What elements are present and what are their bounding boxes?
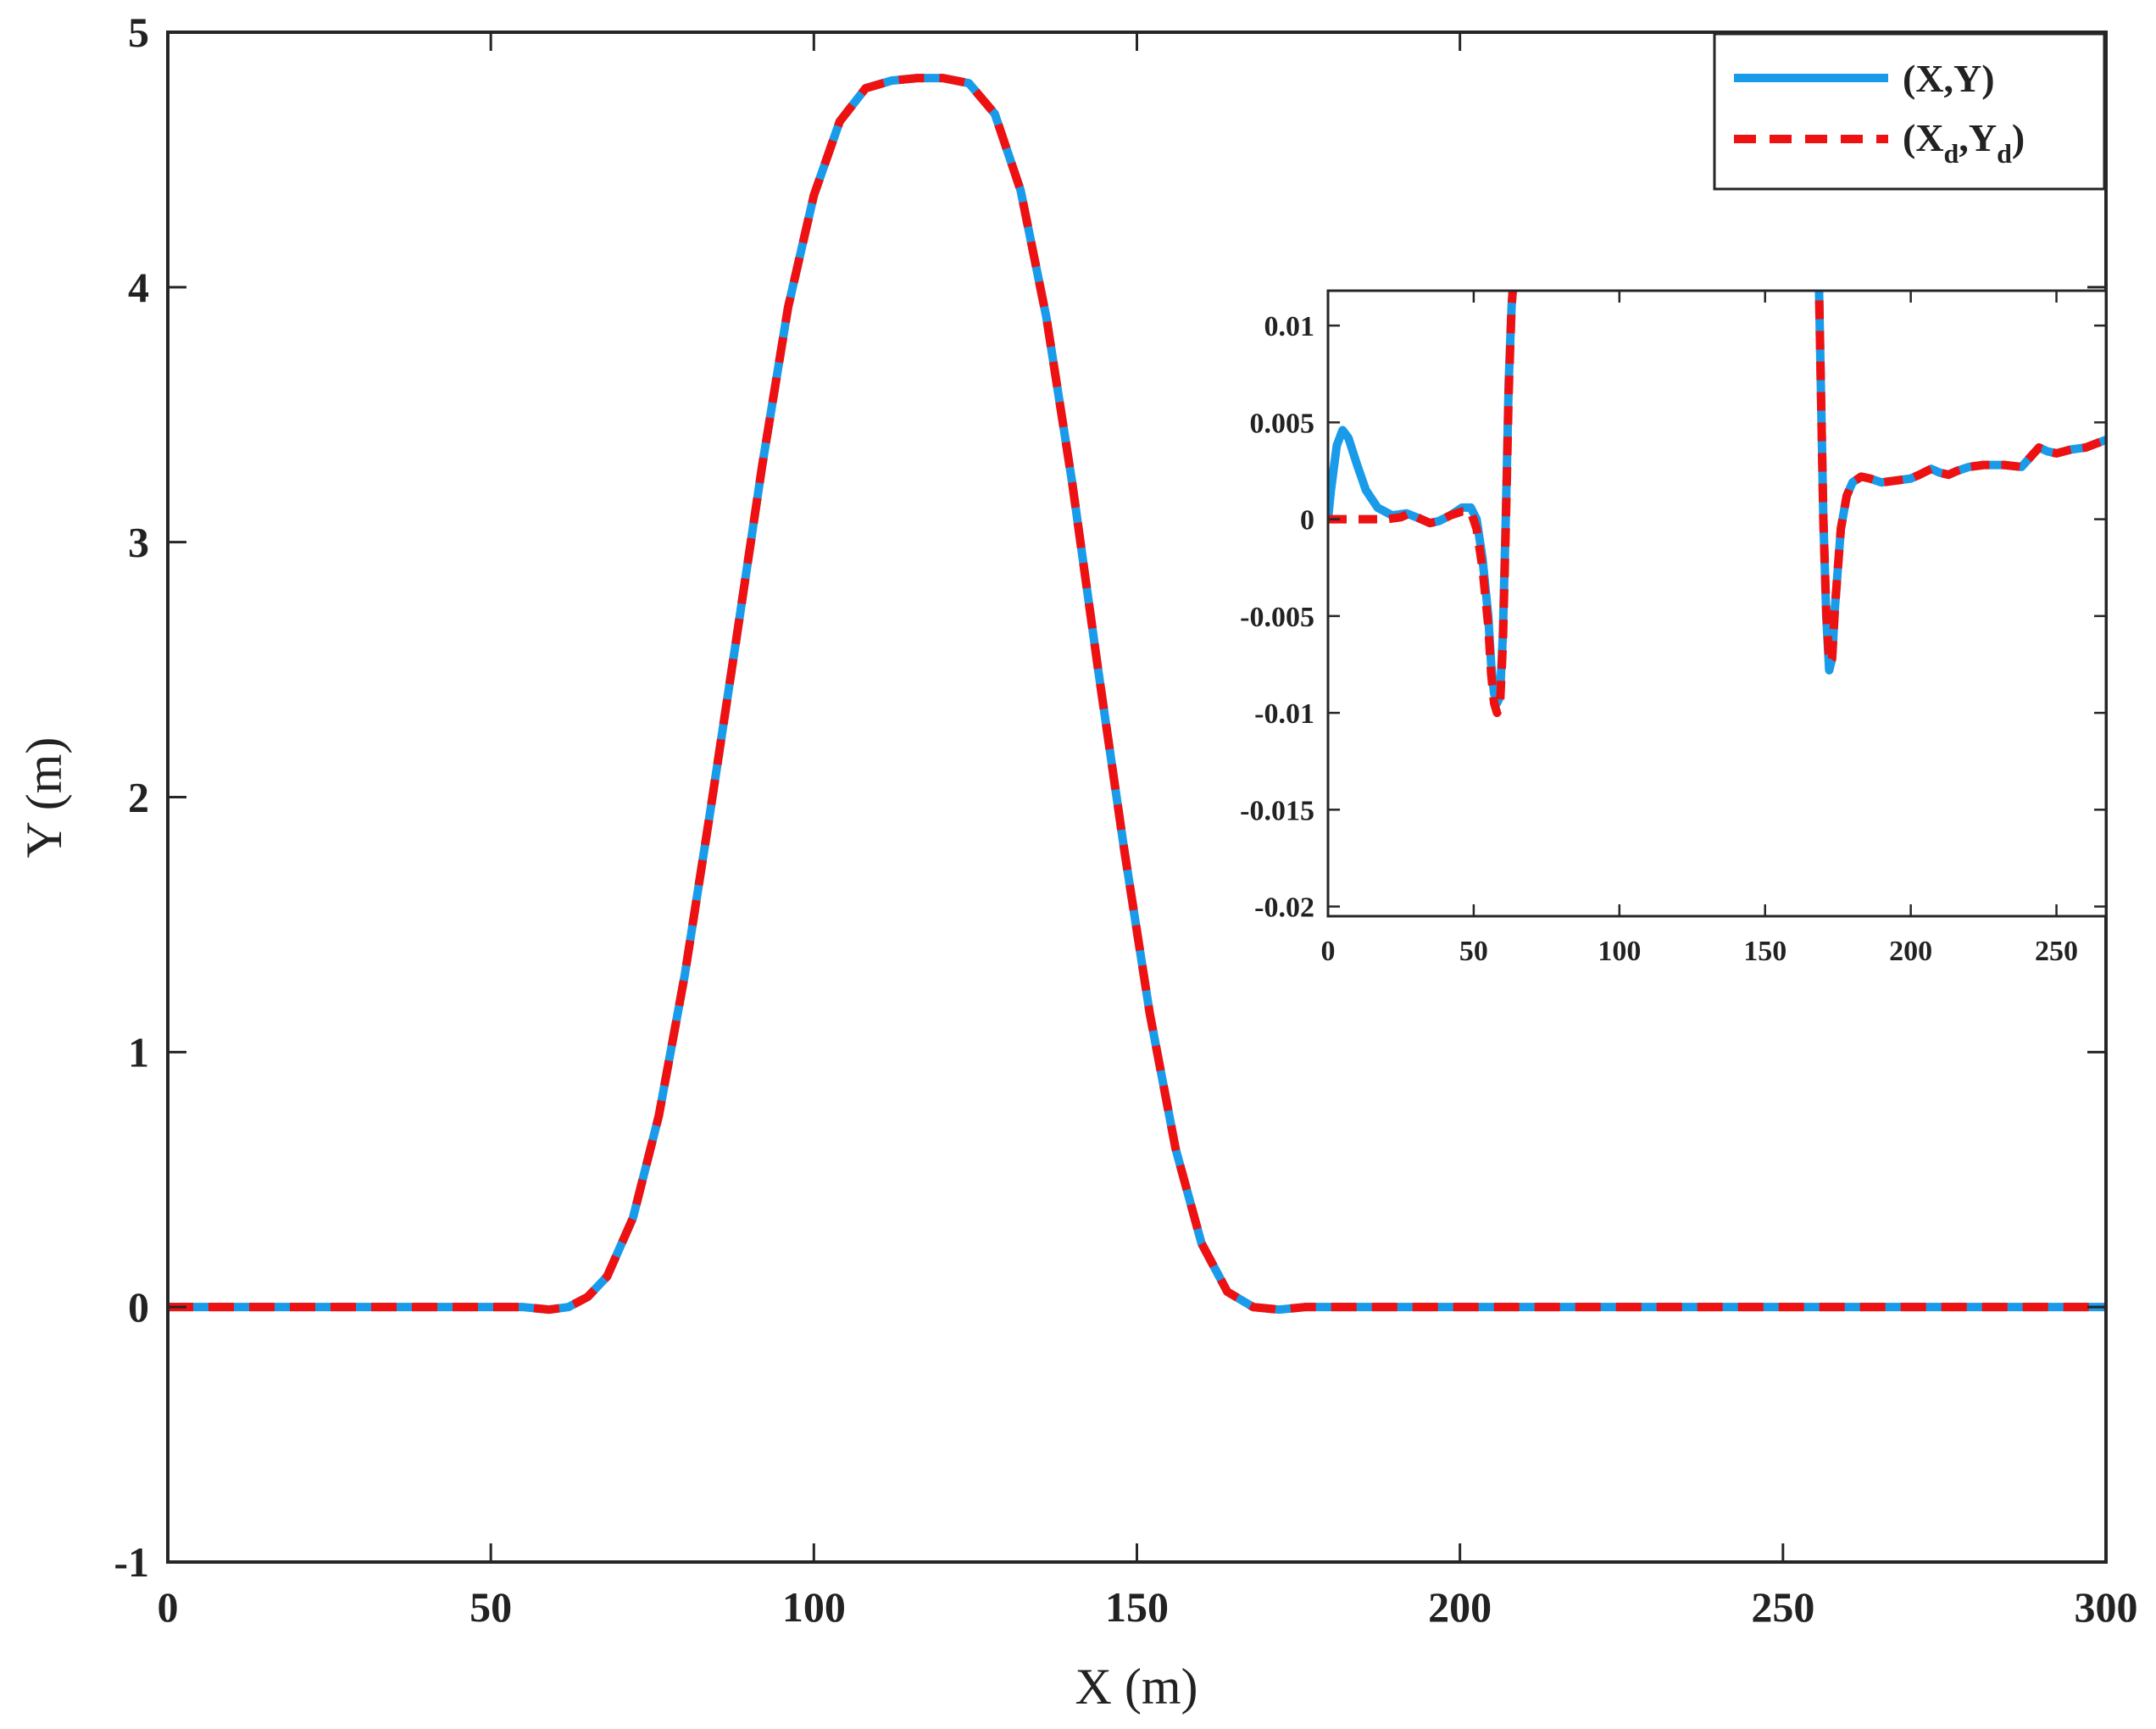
inset-x-tick-label: 150 [1743,936,1786,967]
legend-box [1713,32,2106,191]
inset-plot: 0 50 100 150 200 250 -0.02 -0.015 -0.01 -0.005 0 0.… [1240,289,2108,967]
main-x-tick-label: 250 [1751,1583,1814,1631]
main-y-tick-label: 2 [128,774,149,821]
inset-y-tick-label: -0.02 [1254,892,1314,924]
x-axis-title: X (m) [1075,1659,1198,1715]
main-y-tick-label: 0 [128,1283,149,1331]
main-y-tick-label: 3 [128,519,149,566]
main-y-tick-label: 5 [128,8,149,56]
inset-series-desired-line [1328,291,2106,718]
inset-y-tick-label: 0 [1300,505,1314,536]
main-x-tick-label: 200 [1428,1583,1492,1631]
legend-desired-sub-1: d [1944,138,1959,169]
main-y-tick-label: -1 [114,1538,149,1586]
main-x-tick-label: 150 [1105,1583,1169,1631]
inset-x-tick-label: 0 [1321,936,1336,967]
inset-y-tick-label: -0.005 [1240,602,1314,633]
legend-desired-sub-2: d [1997,138,2012,169]
legend-desired-part-x: (X [1903,116,1944,159]
inset-ticks-group: 0 50 100 150 200 250 -0.02 -0.015 -0.01 -0.005 0 0.… [1240,291,2106,967]
inset-x-tick-label: 200 [1889,936,1932,967]
legend-desired-close: ) [2012,116,2025,159]
main-x-tick-label: 0 [158,1583,179,1631]
legend-label-desired: (Xd,Yd) [1903,116,2025,169]
inset-plot-frame [1326,289,2108,918]
legend: (X,Y) (Xd,Yd) [1713,32,2106,191]
inset-series-group [1328,291,2106,718]
inset-y-tick-label: -0.01 [1254,698,1314,730]
legend-desired-part-y: ,Y [1959,116,1997,159]
legend-label-actual: (X,Y) [1903,57,1995,100]
y-axis-title: Y (m) [16,737,72,859]
inset-x-tick-label: 50 [1459,936,1488,967]
inset-x-tick-label: 250 [2035,936,2078,967]
inset-y-tick-label: 0.005 [1250,408,1315,439]
inset-y-tick-label: 0.01 [1264,311,1315,342]
inset-y-tick-label: -0.015 [1240,795,1314,826]
inset-x-tick-label: 100 [1598,936,1641,967]
main-series-desired-line [168,74,2106,1315]
main-x-tick-label: 100 [782,1583,846,1631]
main-series-group [168,74,2106,1315]
main-x-tick-label: 50 [470,1583,512,1631]
inset-clipped-series [1328,291,2106,718]
main-x-tick-label: 300 [2075,1583,2138,1631]
main-y-tick-label: 4 [128,264,149,311]
main-y-tick-label: 1 [128,1028,149,1076]
main-clipped-series [168,74,2106,1315]
inset-plot-area [1328,291,2106,916]
